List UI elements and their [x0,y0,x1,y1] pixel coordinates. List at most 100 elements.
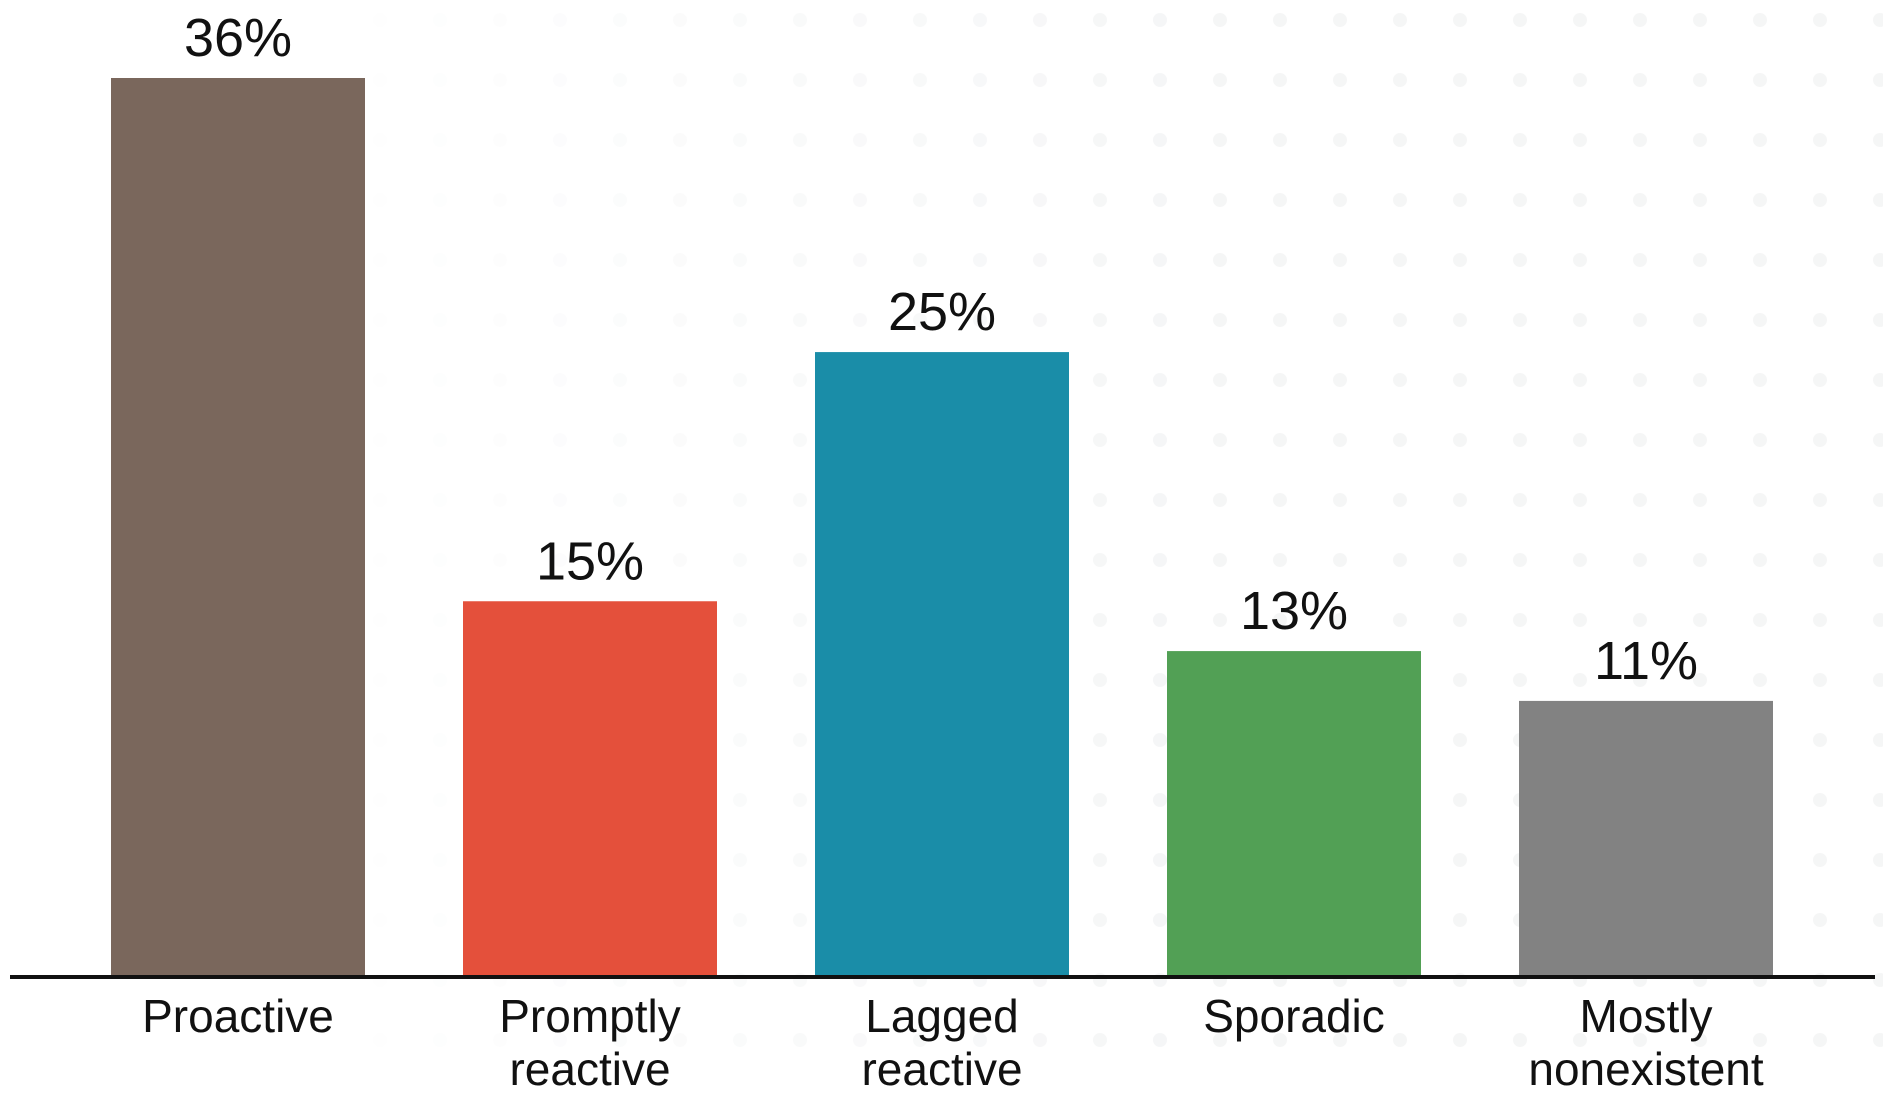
background-dot [1153,793,1167,807]
background-dot [373,133,387,147]
background-dot [1033,253,1047,267]
background-dot [793,733,807,747]
background-dot [1093,73,1107,87]
background-dot [433,493,447,507]
background-dot [613,73,627,87]
background-dot [1093,13,1107,27]
background-dot [1813,793,1827,807]
background-dot [1633,253,1647,267]
background-dot [1693,193,1707,207]
background-dot [1633,73,1647,87]
background-dot [733,733,747,747]
background-dot [1093,133,1107,147]
background-dot [973,193,987,207]
background-dot [553,73,567,87]
background-dot [1573,673,1587,687]
background-dot [673,553,687,567]
background-dot [1453,673,1467,687]
background-dot [673,1033,687,1047]
background-dot [613,433,627,447]
background-dot [1273,313,1287,327]
bars-group [111,78,1773,975]
background-dot [913,1033,927,1047]
background-dot [733,553,747,567]
background-dot [1033,1033,1047,1047]
background-dot [1153,1033,1167,1047]
background-dot [1813,1033,1827,1047]
background-dot [1333,133,1347,147]
background-dot [613,13,627,27]
background-dot [1513,73,1527,87]
background-dot [793,313,807,327]
background-dot [733,373,747,387]
background-dot [613,313,627,327]
category-labels-group: Proactive PromptlyreactiveLaggedreactiveS… [142,990,1764,1095]
background-dot [1033,193,1047,207]
background-dot [1513,613,1527,627]
background-dot [613,493,627,507]
background-dot [1693,493,1707,507]
background-dot [1453,313,1467,327]
background-dot [1873,973,1883,987]
background-dot [673,253,687,267]
background-dot [433,553,447,567]
background-dot [493,73,507,87]
background-dot [1213,13,1227,27]
background-dot [1873,913,1883,927]
background-dot [373,13,387,27]
background-dot [1753,433,1767,447]
background-dot [1453,373,1467,387]
background-dot [1453,193,1467,207]
background-dot [1093,793,1107,807]
background-dot [1813,733,1827,747]
background-dot [1273,373,1287,387]
background-dot [613,373,627,387]
background-dot [1873,553,1883,567]
background-dot [1213,553,1227,567]
background-dot [1813,253,1827,267]
background-dot [1813,853,1827,867]
background-dot [1153,133,1167,147]
background-dot [1813,913,1827,927]
background-dot [1453,553,1467,567]
background-dot [433,13,447,27]
background-dot [1273,493,1287,507]
background-dot [1333,493,1347,507]
background-dot [1873,1033,1883,1047]
background-dot [1633,373,1647,387]
background-dot [1453,13,1467,27]
background-dot [1093,1033,1107,1047]
background-dot [1573,553,1587,567]
background-dot [433,673,447,687]
background-dot [1093,433,1107,447]
background-dot [733,13,747,27]
background-dot [853,1033,867,1047]
background-dot [973,313,987,327]
background-dot [1453,493,1467,507]
category-label-1-line-0: Promptly [499,990,680,1042]
background-dot [1273,1033,1287,1047]
background-dot [1273,193,1287,207]
background-dot [1873,673,1883,687]
background-dot [1453,1033,1467,1047]
background-dot [793,433,807,447]
background-dot [493,193,507,207]
background-dot [1453,613,1467,627]
background-dot [433,73,447,87]
background-dot [1873,853,1883,867]
background-dot [1153,433,1167,447]
bar-3 [1167,651,1421,975]
background-dot [373,253,387,267]
background-dot [733,673,747,687]
category-label-4-line-1: nonexistent [1528,1043,1763,1095]
background-dot [1633,313,1647,327]
background-dot [493,13,507,27]
background-dot [373,853,387,867]
background-dot [373,433,387,447]
background-dot [373,793,387,807]
background-dot [1153,613,1167,627]
background-dot [1213,193,1227,207]
background-dot [973,1033,987,1047]
background-dot [1633,493,1647,507]
background-dot [1753,1033,1767,1047]
